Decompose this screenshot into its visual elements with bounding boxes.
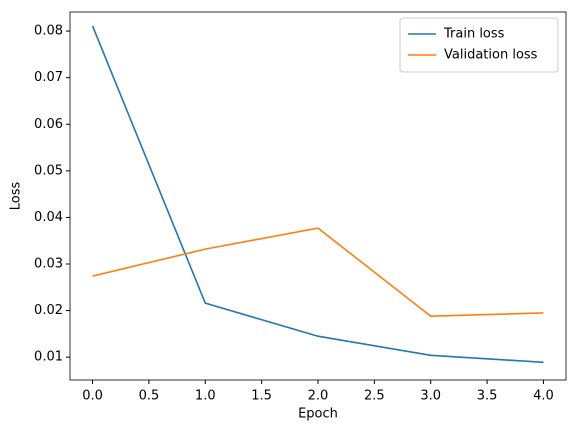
y-tick-label: 0.08 [34,24,63,39]
y-tick-label: 0.03 [34,257,63,272]
y-tick-label: 0.05 [34,163,63,178]
x-tick-label: 4.0 [533,389,554,404]
x-tick-label: 0.5 [139,389,160,404]
legend-label: Validation loss [444,48,538,63]
y-tick-label: 0.04 [34,210,63,225]
y-axis-label: Loss [9,182,24,211]
legend-label: Train loss [443,27,505,42]
x-tick-label: 3.5 [477,389,498,404]
x-tick-label: 0.0 [82,389,103,404]
y-tick-label: 0.02 [34,303,63,318]
y-tick-label: 0.01 [34,350,63,365]
x-tick-label: 2.5 [364,389,385,404]
y-tick-label: 0.07 [34,70,63,85]
x-tick-label: 1.0 [195,389,216,404]
line [92,227,544,317]
legend-box [399,17,559,73]
x-tick-label: 2.0 [308,389,329,404]
x-tick-label: 1.5 [251,389,272,404]
y-tick-label: 0.06 [34,117,63,132]
x-tick-label: 3.0 [420,389,441,404]
x-axis-label: Epoch [298,407,338,422]
line [91,25,544,364]
